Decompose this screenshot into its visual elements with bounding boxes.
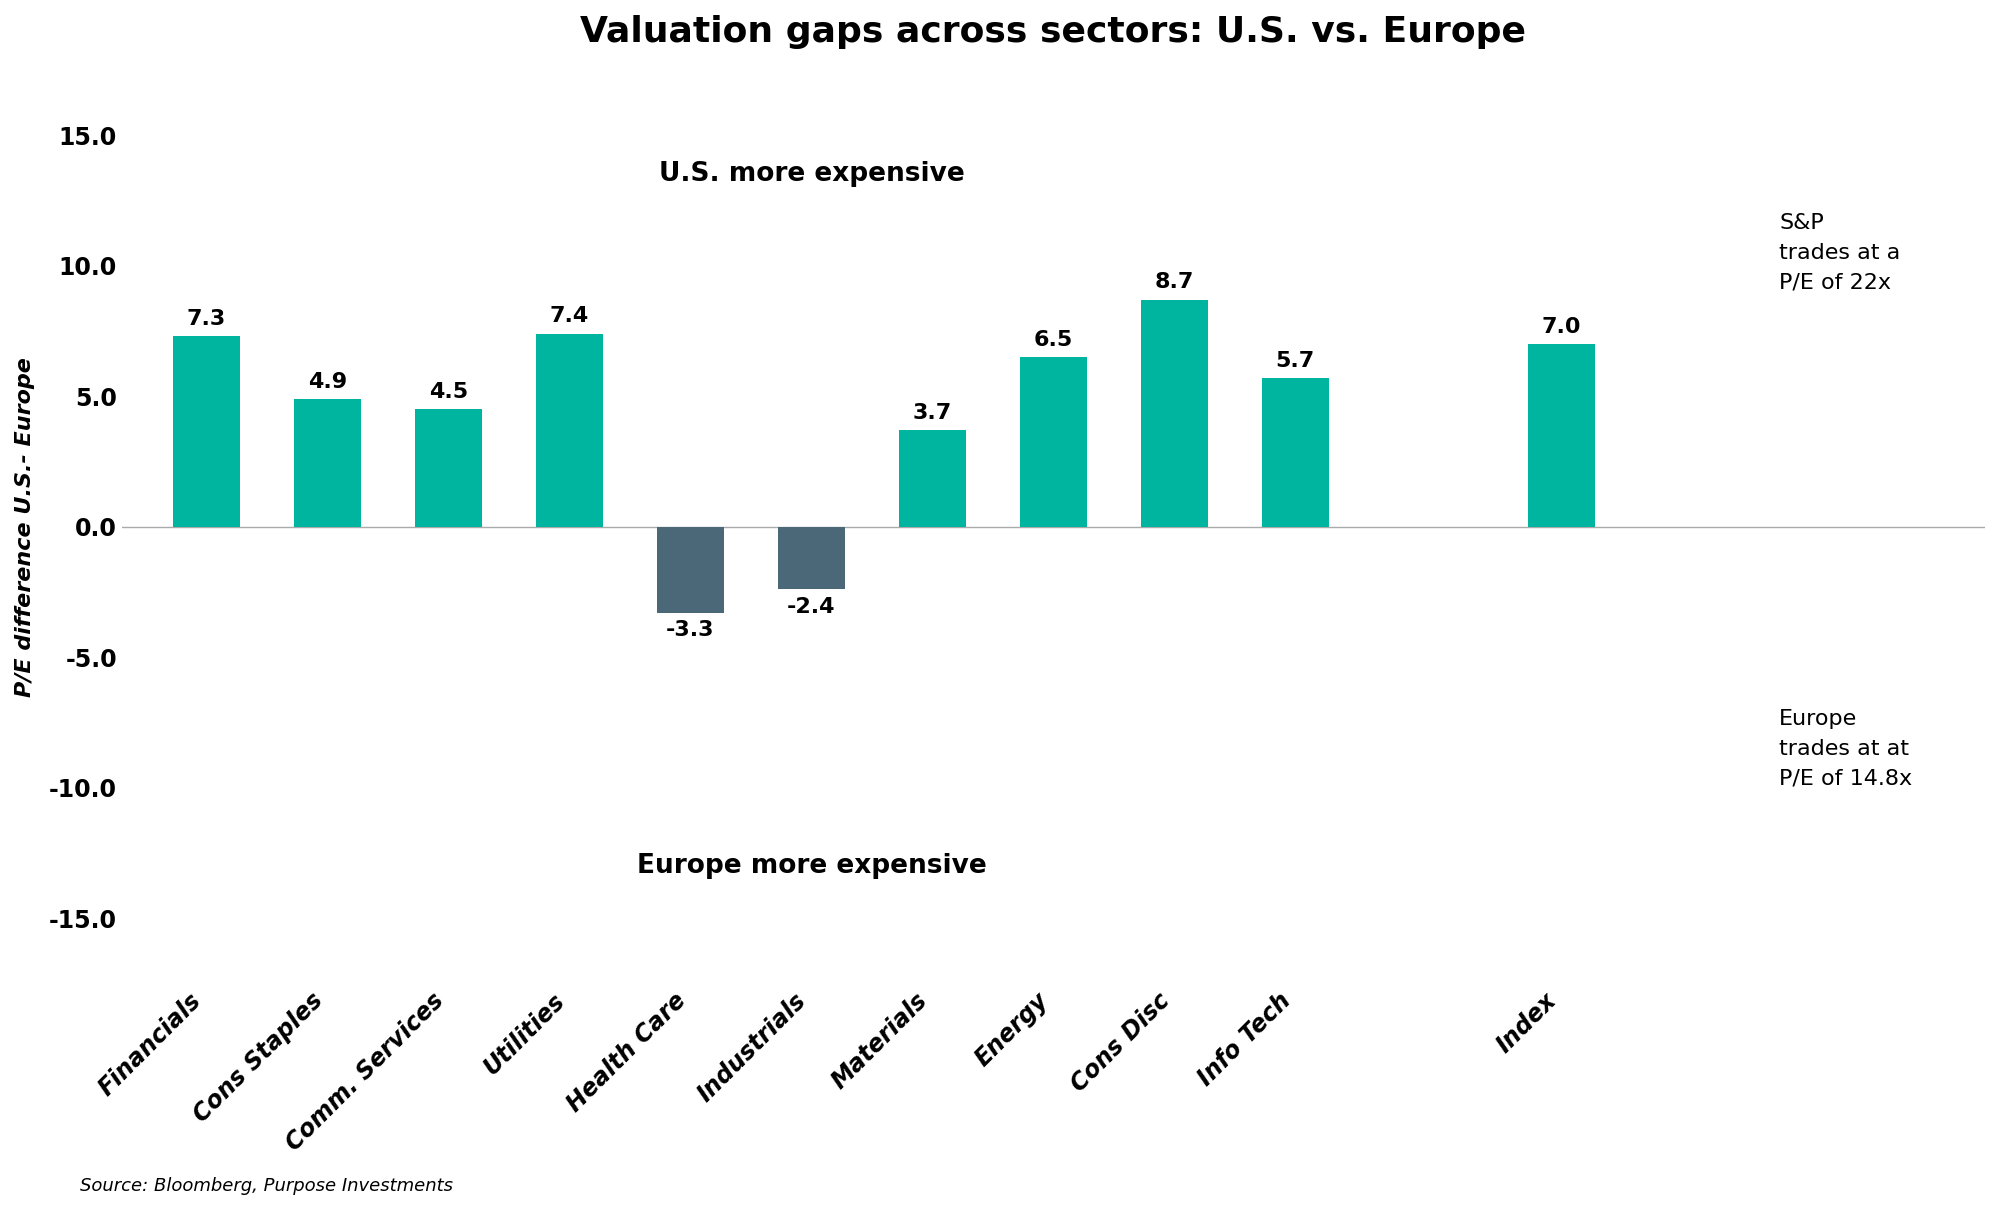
Text: S&P
trades at a
P/E of 22x: S&P trades at a P/E of 22x	[1780, 212, 1900, 292]
Bar	[658, 526, 724, 613]
Bar	[536, 333, 602, 526]
Text: Europe
trades at at
P/E of 14.8x: Europe trades at at P/E of 14.8x	[1780, 710, 1912, 788]
Bar	[778, 526, 844, 589]
Bar	[1262, 378, 1328, 526]
Text: -3.3: -3.3	[666, 620, 714, 640]
Text: 4.9: 4.9	[308, 372, 346, 391]
Text: 6.5: 6.5	[1034, 330, 1074, 350]
Text: 8.7: 8.7	[1154, 273, 1194, 292]
Text: 7.0: 7.0	[1542, 316, 1582, 337]
Text: 7.4: 7.4	[550, 307, 590, 326]
Text: 3.7: 3.7	[912, 403, 952, 422]
Title: Valuation gaps across sectors: U.S. vs. Europe: Valuation gaps across sectors: U.S. vs. …	[580, 14, 1526, 49]
Bar	[1142, 299, 1208, 526]
Text: Europe more expensive: Europe more expensive	[636, 853, 986, 879]
Bar	[174, 336, 240, 526]
Y-axis label: P/E difference U.S.- Europe: P/E difference U.S.- Europe	[14, 357, 36, 696]
Bar	[1020, 357, 1086, 526]
Bar	[1528, 344, 1594, 526]
Text: U.S. more expensive: U.S. more expensive	[658, 162, 964, 187]
Bar	[416, 409, 482, 526]
Bar	[294, 398, 360, 526]
Text: 7.3: 7.3	[186, 309, 226, 328]
Text: 4.5: 4.5	[428, 381, 468, 402]
Text: 5.7: 5.7	[1276, 350, 1314, 371]
Bar	[900, 430, 966, 526]
Text: -2.4: -2.4	[788, 596, 836, 617]
Text: Source: Bloomberg, Purpose Investments: Source: Bloomberg, Purpose Investments	[80, 1177, 452, 1195]
